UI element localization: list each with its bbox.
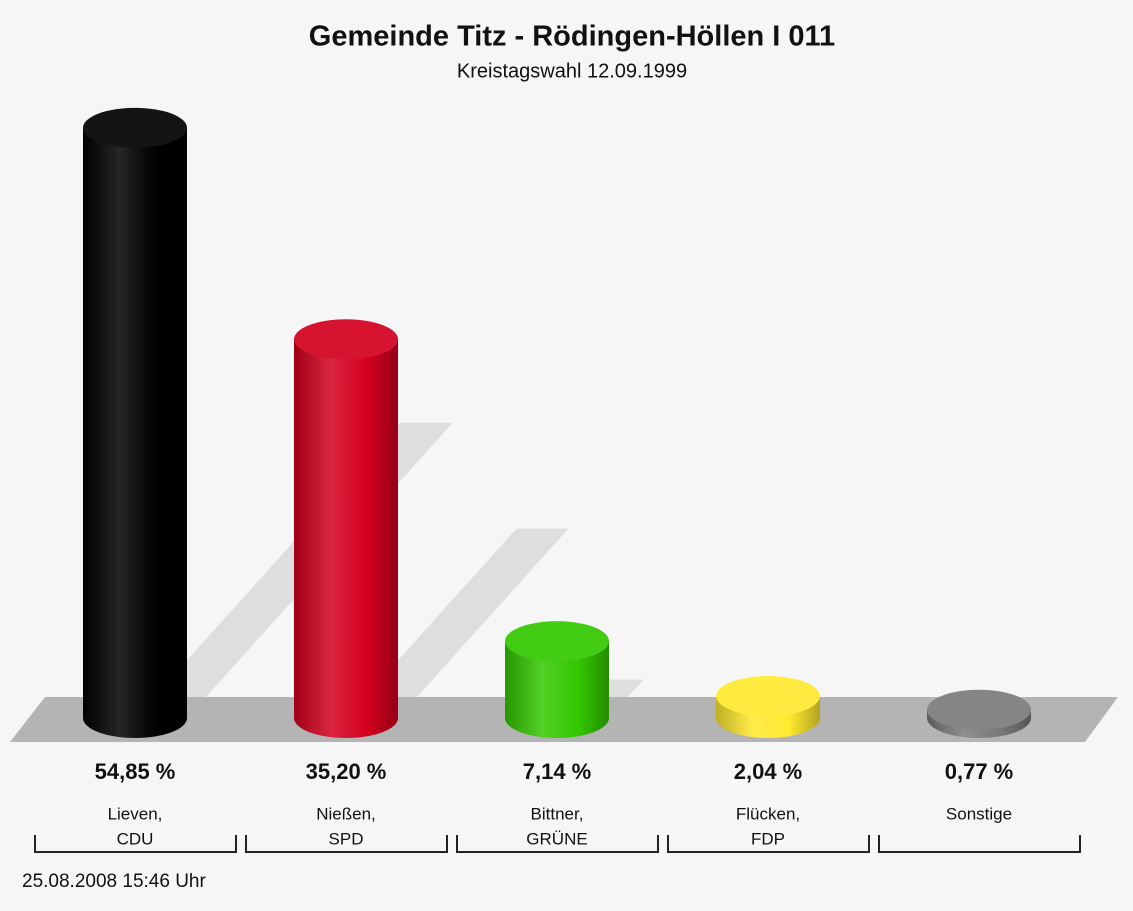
- category-bracket: [667, 835, 870, 853]
- category-bracket: [34, 835, 237, 853]
- value-label: 35,20 %: [306, 759, 387, 784]
- value-label: 54,85 %: [95, 759, 176, 784]
- bar-body: [294, 339, 398, 718]
- bar-top: [927, 689, 1031, 730]
- category-bracket: [245, 835, 448, 853]
- category-label: CDU: [117, 829, 154, 848]
- bar-top: [83, 107, 187, 148]
- bar: [505, 621, 609, 738]
- category-label: Sonstige: [946, 804, 1012, 823]
- value-label: 2,04 %: [734, 759, 803, 784]
- chart-title: Gemeinde Titz - Rödingen-Höllen I 011: [309, 21, 835, 53]
- category-label: SPD: [329, 829, 364, 848]
- footer: 25.08.2008 15:46 Uhr: [22, 871, 206, 892]
- bar-shadow: [346, 528, 569, 718]
- bar: [294, 319, 398, 738]
- bar-top: [716, 676, 820, 717]
- category-label: Bittner,: [531, 804, 584, 823]
- chart-subtitle: Kreistagswahl 12.09.1999: [457, 60, 687, 82]
- category-bracket: [456, 835, 659, 853]
- value-label: 7,14 %: [523, 759, 592, 784]
- category-bracket: [878, 835, 1081, 853]
- bar: [83, 107, 187, 738]
- bar-body: [83, 127, 187, 718]
- category-label: Flücken,: [736, 804, 800, 823]
- category-label: Nießen,: [316, 804, 376, 823]
- bar: [927, 689, 1031, 738]
- category-label: FDP: [751, 829, 785, 848]
- value-label: 0,77 %: [945, 759, 1014, 784]
- bar-top: [294, 319, 398, 360]
- bar: [716, 676, 820, 738]
- bar-top: [505, 621, 609, 662]
- category-label: GRÜNE: [526, 829, 587, 848]
- category-label: Lieven,: [108, 804, 163, 823]
